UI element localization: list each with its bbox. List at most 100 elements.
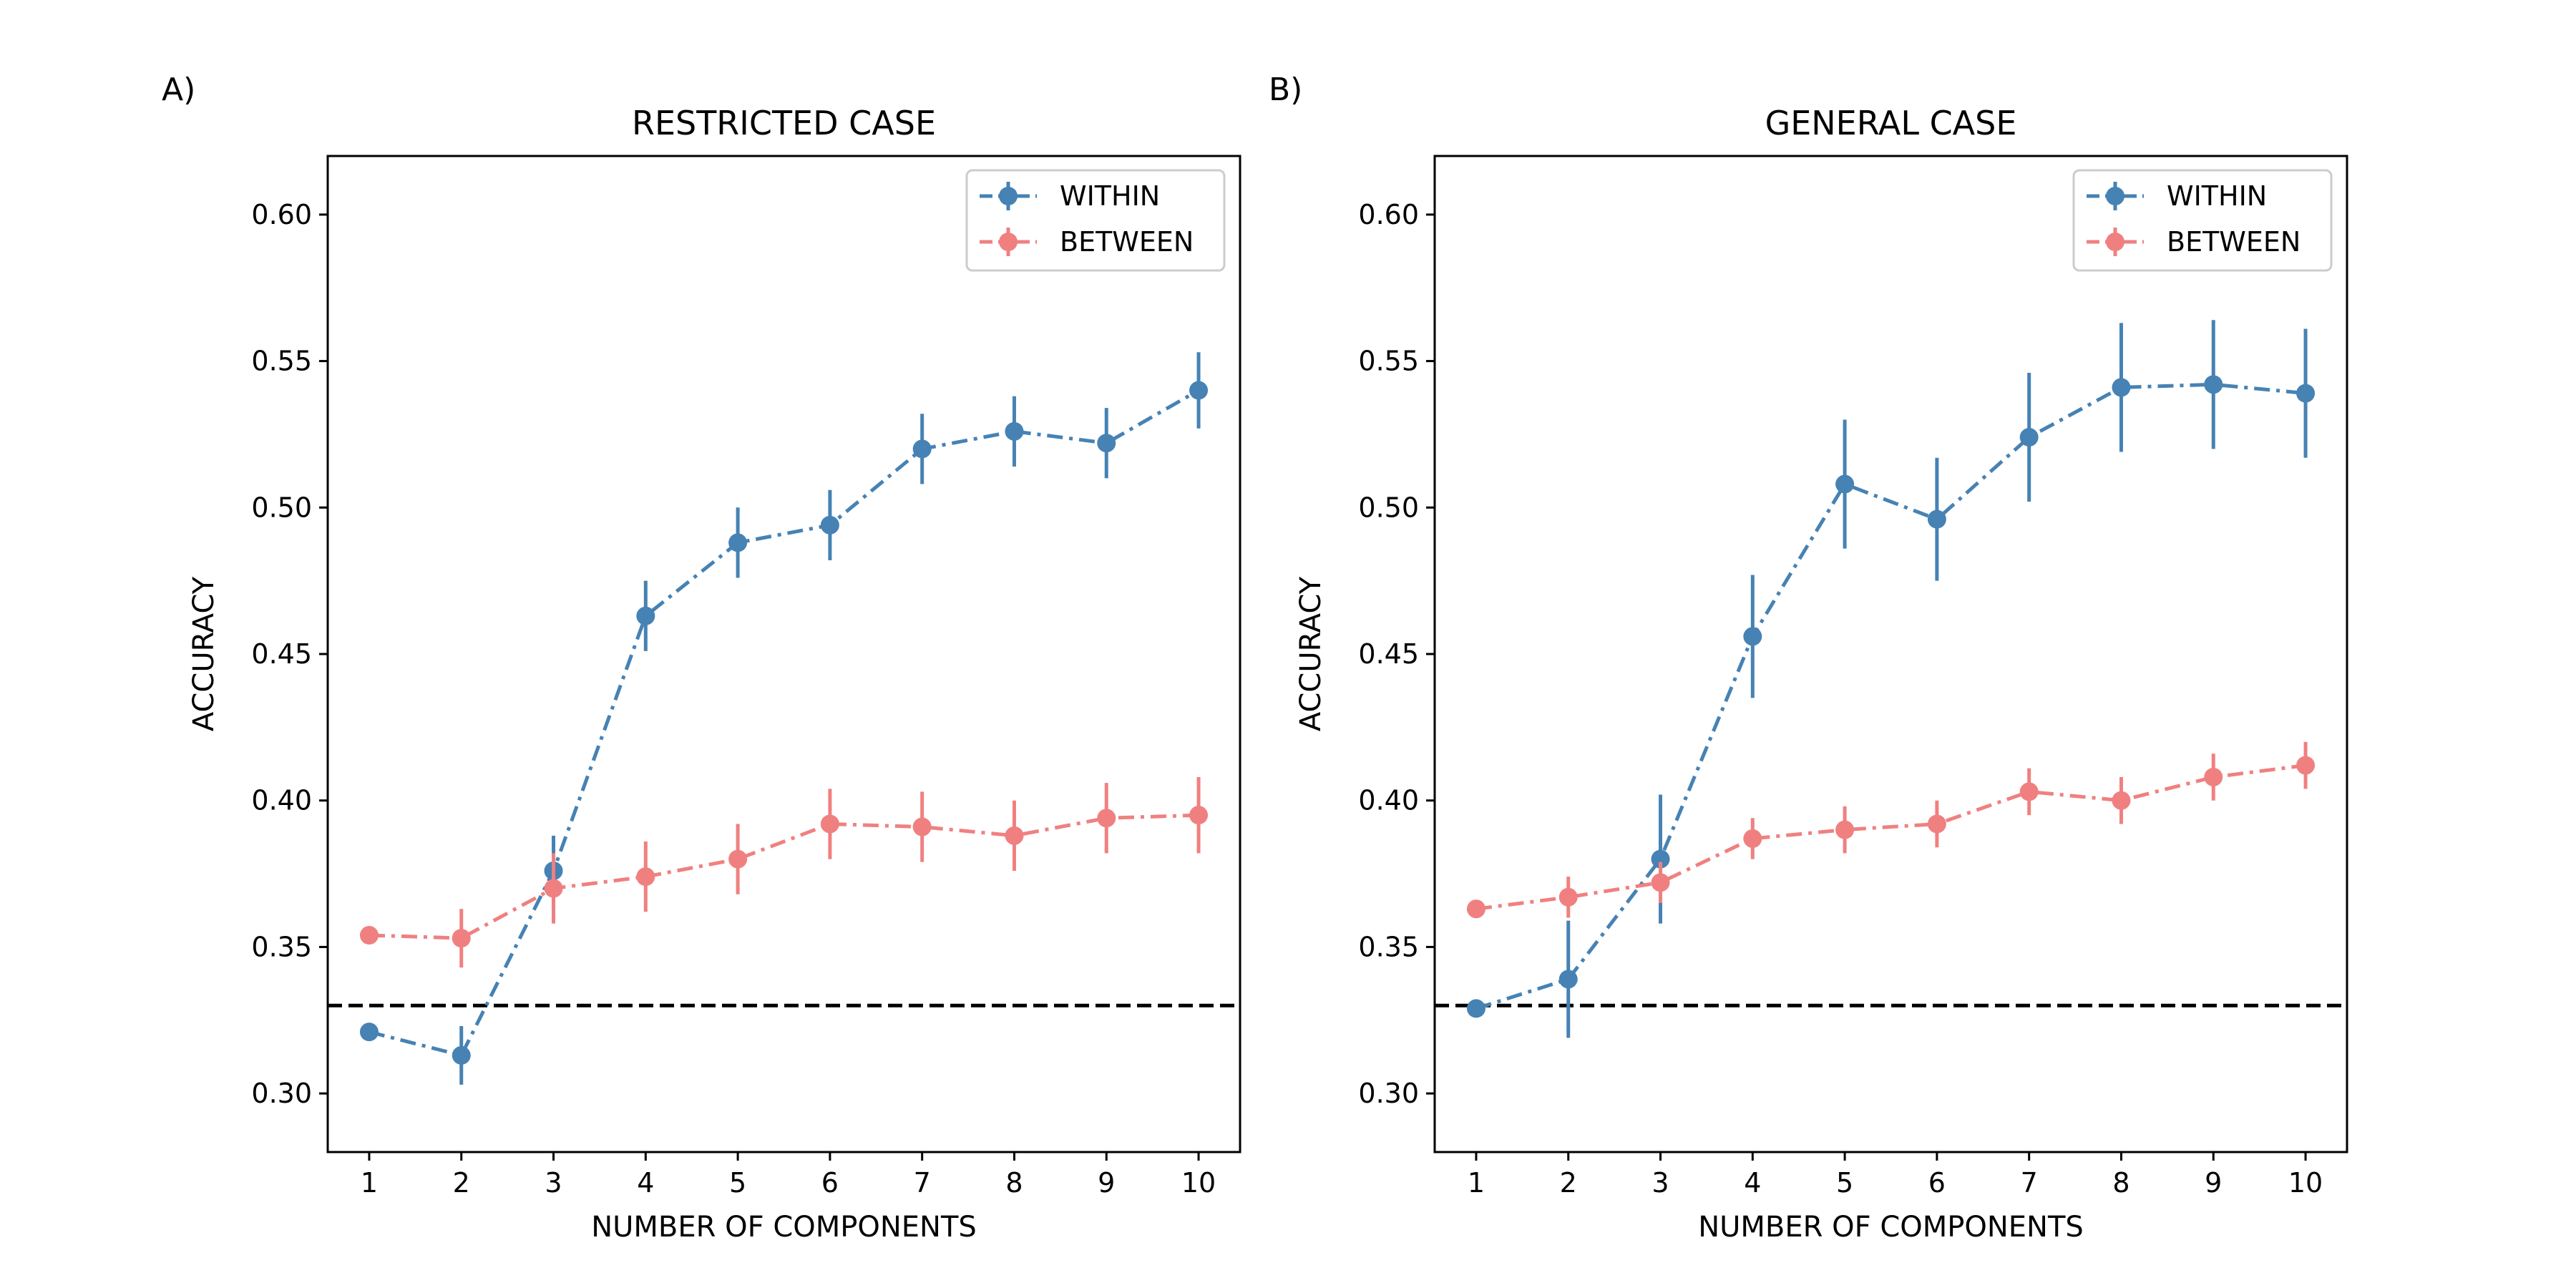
data-point bbox=[452, 929, 471, 948]
series-line bbox=[1475, 763, 2306, 911]
x-tick-label: 7 bbox=[2021, 1167, 2038, 1199]
data-point bbox=[1189, 381, 1209, 400]
data-point bbox=[2112, 791, 2131, 810]
y-tick-label: 0.60 bbox=[251, 199, 312, 230]
series-within bbox=[359, 352, 1209, 1085]
panel-restricted-case: A) RESTRICTED CASE 1 2 3 4 5 6 7 8 9 10 0.30 0.35 0.40… bbox=[162, 72, 1241, 1244]
x-tick-label: 2 bbox=[1560, 1167, 1577, 1199]
data-point bbox=[1466, 999, 1485, 1018]
data-point bbox=[820, 814, 839, 834]
x-tick-label: 9 bbox=[1098, 1167, 1115, 1199]
y-tick-label: 0.45 bbox=[1358, 638, 1419, 670]
data-point bbox=[912, 817, 932, 836]
data-point bbox=[1558, 887, 1578, 907]
data-point bbox=[2296, 756, 2316, 775]
legend-label: WITHIN bbox=[2167, 180, 2267, 212]
y-tick-label: 0.35 bbox=[251, 931, 312, 962]
panel-general-case: B) GENERAL CASE 1 2 3 4 5 6 7 8 9 10 0.30 0.35 0.40 0.4… bbox=[1269, 72, 2348, 1244]
x-tick-label: 1 bbox=[361, 1167, 378, 1199]
x-tick-label: 6 bbox=[821, 1167, 839, 1199]
data-point bbox=[1466, 899, 1485, 919]
x-tick-label: 3 bbox=[545, 1167, 562, 1199]
y-tick-label: 0.55 bbox=[1358, 346, 1419, 377]
x-tick-label: 4 bbox=[1744, 1167, 1761, 1199]
data-point bbox=[728, 849, 748, 869]
legend-entry-within: WITHIN bbox=[980, 180, 1160, 212]
legend: WITHIN BETWEEN bbox=[2072, 169, 2333, 272]
data-point bbox=[1743, 627, 1762, 646]
data-point bbox=[912, 439, 932, 459]
data-point bbox=[1651, 849, 1670, 869]
x-tick-label: 3 bbox=[1652, 1167, 1669, 1199]
y-tick-label: 0.60 bbox=[1358, 199, 1419, 230]
legend-marker bbox=[999, 187, 1018, 205]
legend-marker bbox=[2106, 233, 2124, 251]
data-point bbox=[2019, 428, 2039, 447]
legend-box bbox=[2072, 169, 2333, 272]
series-between bbox=[1466, 741, 2316, 919]
x-tick-label: 10 bbox=[2288, 1167, 2323, 1199]
chart-title: RESTRICTED CASE bbox=[632, 104, 936, 142]
x-tick-label: 8 bbox=[2112, 1167, 2129, 1199]
y-tick-label: 0.35 bbox=[1358, 931, 1419, 962]
data-point bbox=[2112, 378, 2131, 397]
x-tick-label: 2 bbox=[453, 1167, 470, 1199]
legend-entry-between: BETWEEN bbox=[980, 226, 1194, 258]
x-tick-label: 5 bbox=[729, 1167, 746, 1199]
data-point bbox=[1835, 474, 1855, 494]
legend: WITHIN BETWEEN bbox=[965, 169, 1226, 272]
y-tick-label: 0.30 bbox=[1358, 1078, 1419, 1109]
data-point bbox=[2019, 782, 2039, 801]
data-point bbox=[636, 606, 655, 625]
legend-entry-within: WITHIN bbox=[2087, 180, 2267, 212]
data-point bbox=[1743, 829, 1762, 848]
x-tick-label: 7 bbox=[914, 1167, 931, 1199]
data-point bbox=[1097, 434, 1116, 453]
plot-frame bbox=[1433, 155, 2348, 1153]
x-axis-label: NUMBER OF COMPONENTS bbox=[1698, 1211, 2084, 1244]
series-line bbox=[369, 813, 1199, 940]
data-point bbox=[1097, 809, 1116, 828]
x-tick-label: 10 bbox=[1181, 1167, 1216, 1199]
data-point bbox=[452, 1045, 471, 1065]
data-point bbox=[728, 533, 748, 552]
x-tick-label: 1 bbox=[1468, 1167, 1485, 1199]
data-point bbox=[1927, 814, 1946, 834]
data-point bbox=[359, 926, 379, 945]
y-tick-label: 0.40 bbox=[251, 785, 312, 816]
data-point bbox=[1558, 970, 1578, 989]
legend-marker bbox=[2106, 187, 2124, 205]
legend-label: BETWEEN bbox=[2167, 226, 2301, 258]
data-point bbox=[1005, 421, 1024, 441]
data-point bbox=[1835, 820, 1855, 839]
data-point bbox=[2296, 384, 2316, 403]
data-point bbox=[2204, 767, 2223, 786]
panel-label: A) bbox=[162, 72, 195, 108]
y-tick-label: 0.40 bbox=[1358, 785, 1419, 816]
legend-marker bbox=[999, 233, 1018, 251]
data-point bbox=[1005, 826, 1024, 845]
plot-frame bbox=[326, 155, 1241, 1153]
data-point bbox=[1189, 806, 1209, 825]
x-axis-label: NUMBER OF COMPONENTS bbox=[591, 1211, 977, 1244]
chart-title: GENERAL CASE bbox=[1765, 104, 2017, 142]
legend-label: WITHIN bbox=[1060, 180, 1160, 212]
data-point bbox=[820, 515, 839, 535]
x-tick-label: 5 bbox=[1836, 1167, 1853, 1199]
legend-label: BETWEEN bbox=[1060, 226, 1194, 258]
series-between bbox=[359, 776, 1209, 968]
data-point bbox=[636, 867, 655, 887]
y-tick-label: 0.55 bbox=[251, 346, 312, 377]
x-tick-label: 4 bbox=[637, 1167, 654, 1199]
data-point bbox=[1927, 509, 1946, 529]
data-point bbox=[359, 1023, 379, 1042]
data-point bbox=[2204, 375, 2223, 394]
series-line bbox=[369, 389, 1200, 1058]
y-axis-label: ACCURACY bbox=[187, 576, 220, 731]
legend-entry-between: BETWEEN bbox=[2087, 226, 2301, 258]
series-line bbox=[1475, 382, 2306, 1010]
x-tick-label: 6 bbox=[1928, 1167, 1946, 1199]
data-point bbox=[1651, 873, 1670, 892]
legend-box bbox=[965, 169, 1226, 272]
